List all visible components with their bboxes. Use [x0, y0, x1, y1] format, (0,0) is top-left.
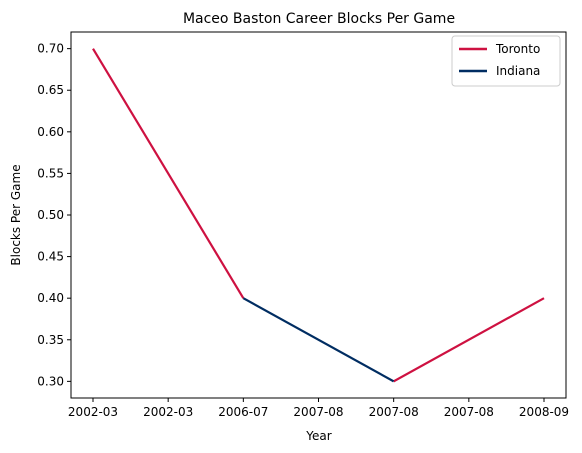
plot-area	[92, 48, 545, 383]
y-tick-label: 0.45	[37, 250, 64, 264]
legend-label-toronto: Toronto	[495, 42, 540, 56]
y-tick-label: 0.30	[37, 374, 64, 388]
x-axis-label: Year	[305, 429, 331, 443]
x-tick-label: 2006-07	[218, 405, 268, 419]
legend-label-indiana: Indiana	[496, 64, 540, 78]
series-line-indiana-0	[242, 297, 395, 383]
x-tick-label: 2008-09	[519, 405, 569, 419]
y-tick-label: 0.55	[37, 166, 64, 180]
y-tick-label: 0.35	[37, 333, 64, 347]
series-line-toronto-0	[92, 48, 245, 299]
y-axis-label: Blocks Per Game	[9, 164, 23, 265]
x-tick-label: 2007-08	[444, 405, 494, 419]
y-tick-label: 0.50	[37, 208, 64, 222]
x-tick-label: 2002-03	[68, 405, 118, 419]
series-line-toronto-1	[393, 297, 545, 383]
x-axis: 2002-03 2002-03 2006-07 2007-08 2007-08 2007-…	[68, 398, 569, 419]
legend: Toronto Indiana	[451, 35, 561, 87]
y-tick-label: 0.70	[37, 42, 64, 56]
y-tick-label: 0.60	[37, 125, 64, 139]
x-tick-label: 2007-08	[369, 405, 419, 419]
y-tick-label: 0.65	[37, 83, 64, 97]
y-axis: 0.30 0.35 0.40 0.45 0.50 0.55 0.60 0.65 0.70	[37, 42, 71, 388]
x-tick-label: 2002-03	[143, 405, 193, 419]
chart-title: Maceo Baston Career Blocks Per Game	[183, 11, 455, 27]
y-tick-label: 0.40	[37, 291, 64, 305]
x-tick-label: 2007-08	[293, 405, 343, 419]
